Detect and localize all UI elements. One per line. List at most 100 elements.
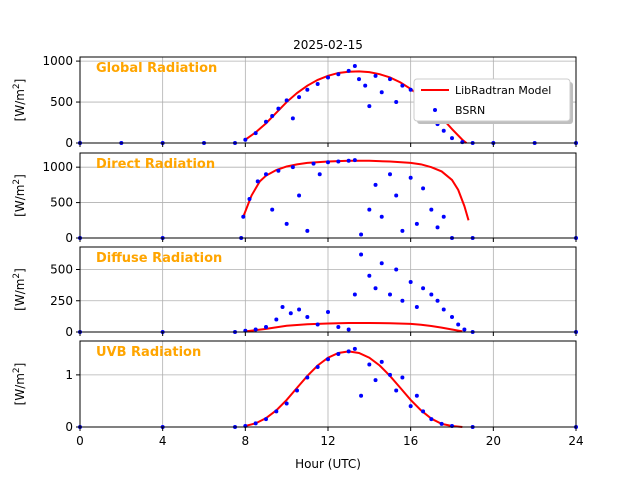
obs-point	[359, 393, 364, 398]
obs-point	[336, 352, 341, 357]
obs-point	[276, 106, 281, 111]
obs-point	[297, 95, 302, 100]
obs-point	[255, 179, 260, 184]
obs-point	[394, 388, 399, 393]
legend-model-label: LibRadtran Model	[455, 84, 551, 97]
obs-point	[429, 292, 434, 297]
obs-point	[394, 193, 399, 198]
x-tick-label: 8	[242, 434, 250, 448]
panel-label: Direct Radiation	[96, 157, 215, 172]
obs-point	[270, 113, 275, 118]
obs-point	[270, 207, 275, 212]
obs-point	[400, 228, 405, 233]
obs-point	[388, 372, 392, 377]
obs-point	[456, 322, 461, 327]
panel-2: 0 250 500 Diffuse Radiation [W/m2]	[12, 246, 578, 339]
y-axis-label: [W/m2]	[12, 268, 27, 311]
obs-point	[346, 158, 351, 163]
obs-point	[352, 346, 357, 351]
obs-point	[274, 409, 279, 414]
legend-obs-label: BSRN	[455, 104, 485, 117]
obs-point	[363, 83, 368, 88]
y-axis-label: [W/m2]	[12, 79, 27, 122]
obs-point	[388, 77, 392, 82]
obs-point	[421, 186, 426, 191]
obs-point	[352, 158, 357, 163]
x-tick-label: 20	[486, 434, 501, 448]
obs-point	[284, 401, 289, 406]
obs-point	[414, 305, 419, 309]
obs-point	[276, 168, 281, 173]
obs-point	[367, 362, 372, 367]
obs-point	[373, 378, 378, 383]
y-tick-label: 500	[50, 196, 73, 210]
figure-title: 2025-02-15	[293, 38, 363, 52]
panel-0: 0 500 1000 Global Radiation [W/m2]	[12, 54, 578, 150]
model-line	[245, 322, 463, 333]
y-tick-label: 500	[50, 263, 73, 277]
obs-point	[315, 82, 320, 87]
obs-point	[367, 207, 372, 212]
obs-point	[280, 305, 285, 309]
obs-point	[408, 175, 413, 180]
obs-point	[253, 421, 258, 426]
obs-point	[264, 172, 268, 177]
obs-point	[394, 267, 399, 272]
obs-point	[373, 73, 378, 78]
obs-point	[460, 140, 465, 145]
obs-point	[264, 417, 268, 422]
obs-point	[284, 98, 289, 103]
obs-point	[429, 417, 434, 422]
y-tick-label: 0	[65, 136, 73, 150]
y-tick-label: 1000	[42, 54, 73, 68]
obs-point	[264, 119, 268, 124]
obs-point	[379, 90, 384, 95]
panel-label: UVB Radiation	[96, 345, 201, 360]
obs-point	[421, 409, 426, 414]
obs-point	[441, 214, 446, 219]
obs-point	[305, 87, 310, 92]
panel-1: 0 500 1000 Direct Radiation [W/m2]	[12, 152, 578, 245]
obs-point	[408, 87, 413, 92]
legend-box	[413, 78, 571, 122]
obs-point	[284, 221, 289, 226]
obs-point	[359, 252, 364, 257]
x-tick-label: 12	[320, 434, 335, 448]
obs-point	[408, 280, 413, 284]
obs-point	[388, 292, 392, 297]
obs-point	[317, 172, 322, 177]
obs-point	[243, 137, 248, 142]
y-axis-label: [W/m2]	[12, 363, 27, 406]
obs-point	[394, 100, 399, 105]
obs-point	[315, 365, 320, 370]
x-tick-label: 4	[159, 434, 167, 448]
obs-point	[311, 161, 316, 166]
obs-point	[326, 310, 330, 314]
obs-point	[336, 325, 341, 329]
obs-point	[357, 77, 361, 82]
obs-point	[441, 307, 446, 312]
obs-point	[359, 232, 364, 237]
y-tick-label: 0	[65, 420, 73, 434]
obs-point	[297, 193, 302, 198]
panel-3: 0 1 0 4 8 12 16 20 24 UVB Radiation [W/m2]	[12, 340, 584, 448]
obs-point	[373, 182, 378, 187]
x-tick-label: 24	[568, 434, 583, 448]
obs-point	[288, 311, 293, 316]
obs-point	[315, 322, 320, 327]
obs-point	[274, 317, 279, 322]
y-tick-label: 0	[65, 231, 73, 245]
model-line	[245, 350, 463, 428]
obs-point	[414, 221, 419, 226]
y-tick-label: 500	[50, 95, 73, 109]
obs-point	[253, 131, 258, 136]
obs-point	[297, 307, 302, 312]
obs-point	[290, 165, 295, 170]
obs-point	[253, 327, 258, 332]
y-tick-label: 1000	[42, 160, 73, 174]
obs-point	[346, 327, 351, 332]
obs-point	[450, 315, 454, 319]
y-tick-label: 250	[50, 294, 73, 308]
obs-point	[290, 116, 295, 121]
